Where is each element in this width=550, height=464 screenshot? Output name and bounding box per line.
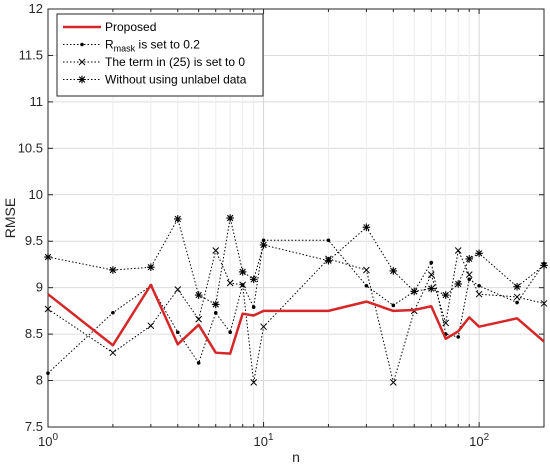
- data-point-dot: [228, 330, 232, 335]
- data-point-x: [212, 247, 220, 254]
- data-point-x: [363, 266, 370, 274]
- data-point-dot: [46, 371, 50, 375]
- data-point-dot: [261, 238, 266, 243]
- data-point-x: [389, 379, 397, 386]
- series-layer: [44, 214, 548, 386]
- legend-item-1: Proposed: [63, 20, 156, 34]
- data-point-star: [465, 255, 474, 263]
- data-point-star: [109, 266, 117, 274]
- data-point-x: [260, 323, 267, 331]
- legend-item-2: Rmask is set to 0.2: [63, 38, 200, 54]
- series-4: [44, 214, 548, 309]
- data-point-star: [441, 291, 450, 299]
- x-tick-label: 102: [469, 432, 489, 449]
- data-point-x: [465, 271, 473, 279]
- series-line: [47, 217, 545, 305]
- data-point-dot: [175, 330, 180, 335]
- axis-ticks: 7.5 8 8.5 9 9.5 10 10.5 11 11.5 12 100 101 102: [18, 1, 545, 449]
- series-1: [47, 283, 545, 355]
- data-point-star: [226, 214, 234, 222]
- data-point-star: [173, 215, 182, 223]
- data-point-x: [442, 319, 450, 327]
- data-point-star: [249, 275, 258, 284]
- legend-item-3: The term in (25) is set to 0: [63, 55, 245, 69]
- data-point-star: [475, 249, 483, 258]
- data-point-x: [109, 349, 117, 357]
- y-tick-label: 9.5: [25, 233, 43, 248]
- data-point-x: [147, 322, 155, 330]
- x-tick-label: 101: [254, 432, 274, 449]
- y-tick-label: 11.5: [19, 47, 43, 62]
- x-axis-label: n: [292, 449, 300, 464]
- data-point-dot: [111, 310, 115, 315]
- series-line: [47, 250, 545, 383]
- data-point-x: [454, 247, 462, 254]
- data-point-star: [44, 253, 52, 261]
- data-point-x: [174, 286, 182, 293]
- x-tick-label: 100: [38, 432, 58, 449]
- data-point-star: [324, 256, 333, 265]
- data-point-dot: [326, 238, 331, 243]
- data-point-x: [250, 379, 258, 386]
- data-point-star: [211, 300, 220, 309]
- data-point-dot: [364, 284, 369, 288]
- data-point-star: [513, 282, 521, 291]
- data-point-dot: [456, 335, 461, 339]
- data-point-x: [513, 293, 521, 301]
- y-tick-label: 7.5: [25, 419, 43, 434]
- data-point-x: [540, 300, 548, 307]
- data-point-dot: [429, 260, 434, 265]
- y-tick-label: 10.5: [18, 140, 43, 155]
- data-point-star: [362, 223, 371, 232]
- legend-label: The term in (25) is set to 0: [105, 55, 245, 69]
- data-point-star: [410, 287, 419, 296]
- plot-frame: [47, 8, 545, 428]
- series-line: [47, 283, 545, 355]
- data-point-dot: [251, 305, 256, 309]
- legend-label: Without using unlabel data: [105, 73, 247, 87]
- y-tick-label: 11: [30, 94, 44, 109]
- data-point-star: [540, 261, 548, 270]
- data-point-star: [78, 75, 86, 84]
- legend-label: Proposed: [105, 20, 156, 34]
- data-point-dot: [80, 42, 84, 47]
- y-axis-label: RMSE: [2, 198, 18, 238]
- legend-label: Rmask is set to 0.2: [105, 38, 200, 54]
- data-point-star: [238, 268, 247, 276]
- data-point-x: [44, 305, 52, 313]
- data-point-dot: [391, 303, 396, 308]
- data-point-x: [475, 290, 483, 298]
- y-tick-label: 8: [36, 373, 43, 388]
- data-point-star: [147, 263, 155, 272]
- y-tick-label: 10: [29, 187, 43, 202]
- y-tick-label: 9: [36, 280, 43, 295]
- y-tick-label: 12: [29, 1, 43, 16]
- data-point-star: [454, 280, 463, 288]
- data-point-star: [389, 267, 398, 275]
- data-point-dot: [467, 277, 472, 282]
- legend-box: [56, 13, 264, 97]
- data-point-x: [78, 58, 86, 66]
- data-point-star: [427, 284, 436, 293]
- data-point-dot: [213, 310, 218, 315]
- data-point-dot: [515, 300, 519, 305]
- data-point-dot: [196, 361, 201, 365]
- data-point-x: [427, 271, 435, 279]
- data-point-x: [195, 315, 203, 323]
- series-3: [44, 247, 548, 386]
- y-tick-label: 8.5: [25, 326, 43, 341]
- data-point-star: [194, 291, 203, 299]
- data-point-dot: [477, 284, 481, 288]
- data-point-star: [259, 241, 268, 249]
- legend-item-4: Without using unlabel data: [63, 73, 247, 87]
- data-point-x: [226, 279, 234, 287]
- data-point-x: [239, 281, 247, 289]
